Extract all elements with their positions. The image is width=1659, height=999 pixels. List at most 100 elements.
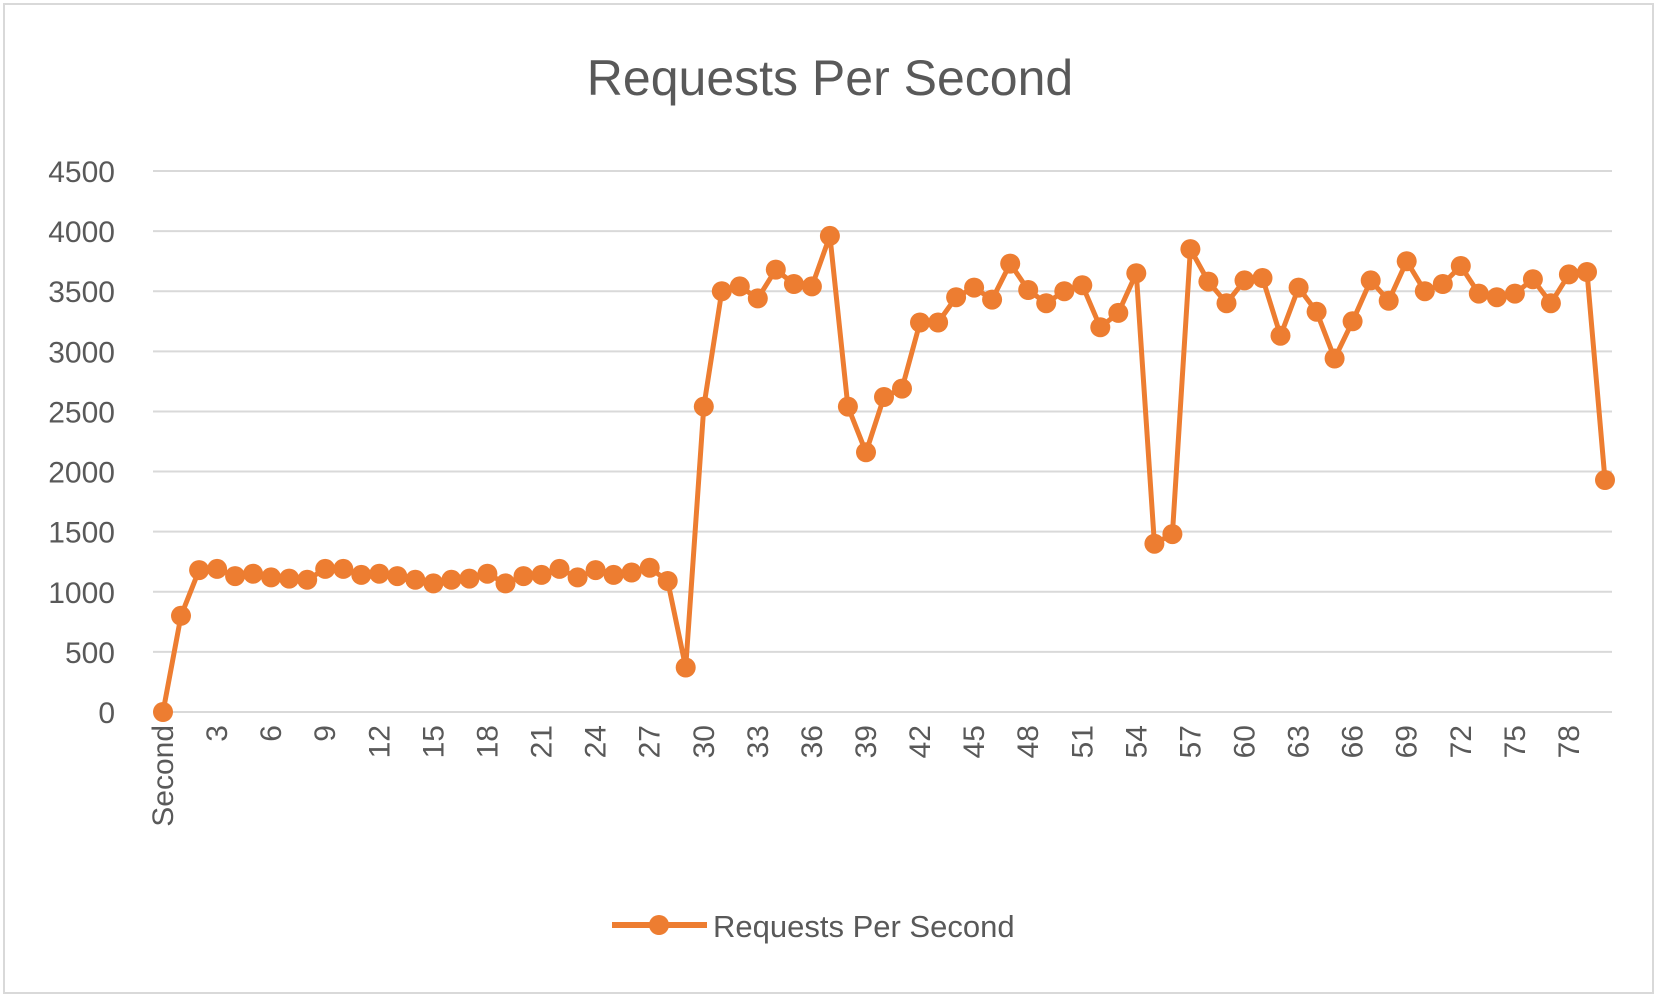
x-tick-label: 63 [1283,725,1316,758]
data-point[interactable] [1486,287,1507,308]
data-point[interactable] [495,573,516,594]
data-point[interactable] [153,702,173,722]
data-point[interactable] [1577,262,1597,282]
data-point[interactable] [423,573,444,594]
data-point[interactable] [1522,269,1543,290]
data-point[interactable] [1162,524,1183,545]
data-point[interactable] [171,605,191,626]
x-tick-label: 78 [1553,725,1586,758]
data-point[interactable] [928,312,949,333]
x-axis-tick-labels: Second 3 6 9 12 15 18 21 24 27 30 33 36 39 42 45 48 51 54 5… [147,725,1586,827]
data-point[interactable] [441,569,462,590]
data-point[interactable] [1216,293,1237,314]
y-tick-label: 1500 [48,517,115,550]
data-point[interactable] [369,563,390,584]
data-point[interactable] [1378,290,1399,311]
data-point[interactable] [261,567,282,588]
y-axis-tick-labels: 0 500 1000 1500 2000 2500 3000 3500 4000 4500 [48,156,115,730]
x-tick-label: 36 [796,725,829,758]
data-point[interactable] [1144,533,1165,554]
data-point[interactable] [1306,301,1327,322]
data-point[interactable] [1324,348,1345,369]
data-point[interactable] [585,560,606,581]
data-point[interactable] [657,571,678,591]
data-point[interactable] [1000,253,1021,274]
data-point[interactable] [801,276,822,297]
x-tick-label: 45 [958,725,991,758]
data-point[interactable] [1072,275,1093,296]
y-tick-label: 3000 [48,336,115,369]
data-point[interactable] [1234,270,1255,291]
data-point[interactable] [837,396,858,417]
data-point[interactable] [387,566,408,587]
data-point[interactable] [856,442,876,463]
x-tick-label: 48 [1012,725,1045,758]
data-point[interactable] [1432,274,1453,294]
data-point[interactable] [351,564,372,585]
data-point[interactable] [1396,251,1417,272]
data-point[interactable] [1414,281,1435,302]
x-tick-label: 60 [1229,725,1262,758]
data-point[interactable] [729,276,750,297]
data-point[interactable] [1126,263,1147,284]
data-point[interactable] [603,564,624,585]
data-point[interactable] [910,312,930,333]
y-tick-label: 4500 [48,156,115,189]
data-point[interactable] [1288,277,1309,298]
data-point[interactable] [675,657,696,678]
data-point[interactable] [405,569,426,590]
data-point[interactable] [1468,283,1489,304]
data-point[interactable] [1595,470,1615,490]
data-point[interactable] [765,259,786,280]
data-point[interactable] [621,562,642,583]
data-point[interactable] [1198,271,1219,292]
data-point[interactable] [819,225,840,246]
data-point[interactable] [243,563,264,584]
x-tick-label: 21 [526,725,559,758]
data-point[interactable] [1054,281,1075,302]
data-point[interactable] [639,557,660,578]
data-point[interactable] [946,287,967,308]
data-point[interactable] [747,288,768,309]
data-point[interactable] [783,274,804,294]
x-tick-label: 6 [255,725,288,742]
data-point[interactable] [693,396,714,417]
data-point[interactable] [225,566,246,587]
data-point[interactable] [513,566,534,587]
data-point[interactable] [549,558,570,579]
data-point[interactable] [1342,311,1363,332]
data-point[interactable] [711,281,732,302]
data-point[interactable] [333,558,354,579]
legend[interactable]: Requests Per Second [612,909,1015,944]
data-point[interactable] [1252,268,1273,288]
data-point[interactable] [531,564,552,585]
data-point[interactable] [279,568,300,589]
data-point[interactable] [874,387,894,407]
data-point[interactable] [315,558,336,579]
data-point[interactable] [1450,256,1471,276]
data-point[interactable] [477,563,498,584]
data-point[interactable] [1270,325,1291,346]
data-point[interactable] [297,569,318,590]
x-tick-label: Second [147,725,180,827]
data-point[interactable] [982,289,1003,310]
data-point[interactable] [1036,293,1057,314]
y-tick-label: 1000 [48,577,115,610]
data-point[interactable] [1090,317,1111,338]
data-point[interactable] [1504,283,1525,304]
data-point[interactable] [567,567,588,588]
data-point[interactable] [1558,264,1579,285]
y-tick-label: 0 [98,697,115,730]
data-point[interactable] [189,560,210,581]
data-point[interactable] [1540,293,1561,314]
data-point[interactable] [459,568,480,589]
data-point[interactable] [207,558,228,579]
data-point[interactable] [1360,270,1381,291]
data-point[interactable] [892,378,912,399]
data-point[interactable] [964,277,985,298]
data-point[interactable] [1018,280,1039,300]
data-point[interactable] [1180,239,1201,260]
x-tick-label: 51 [1066,725,1099,758]
data-point[interactable] [1108,302,1129,323]
